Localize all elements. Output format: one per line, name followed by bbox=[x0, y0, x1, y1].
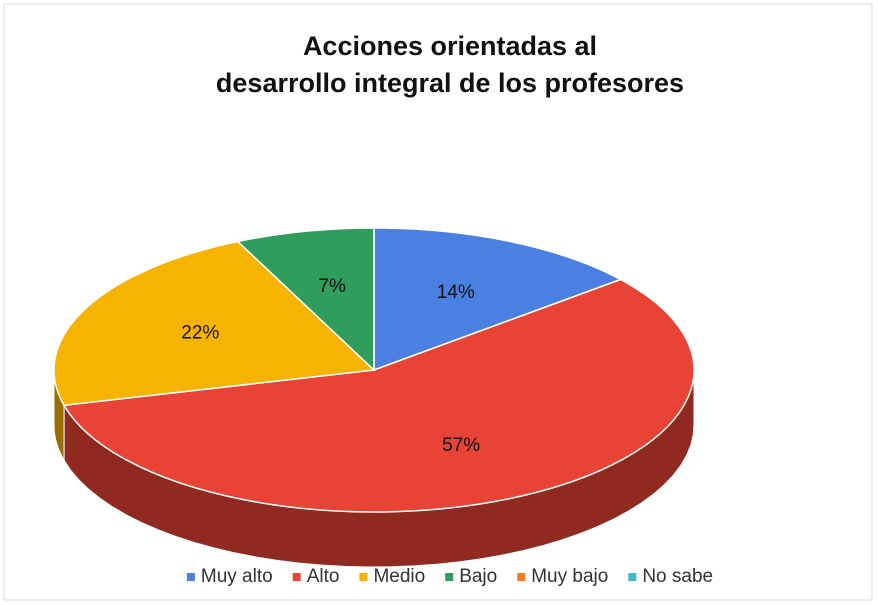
legend-label: No sabe bbox=[642, 566, 713, 587]
pie-slice bbox=[53, 240, 376, 407]
legend-swatch bbox=[445, 573, 454, 581]
legend-swatch bbox=[517, 573, 526, 581]
chart-title: desarrollo integral de los profesores bbox=[216, 68, 684, 98]
legend-swatch bbox=[628, 573, 637, 581]
legend-label: Medio bbox=[373, 566, 425, 587]
legend-label: Bajo bbox=[459, 566, 497, 587]
chart-title: Acciones orientadas al bbox=[303, 31, 597, 61]
data-label: 14% bbox=[437, 282, 475, 303]
data-label: 22% bbox=[181, 323, 219, 344]
data-label: 57% bbox=[442, 435, 480, 456]
legend-label: Alto bbox=[307, 566, 340, 587]
legend-swatch bbox=[186, 573, 195, 581]
pie-slice bbox=[62, 278, 695, 513]
legend-swatch bbox=[359, 573, 368, 581]
pie-slice bbox=[373, 227, 623, 372]
data-label: 7% bbox=[318, 276, 346, 297]
legend-label: Muy alto bbox=[201, 566, 273, 587]
legend-swatch bbox=[292, 573, 301, 581]
legend-label: Muy bajo bbox=[531, 566, 608, 587]
pie-slice bbox=[236, 227, 375, 372]
